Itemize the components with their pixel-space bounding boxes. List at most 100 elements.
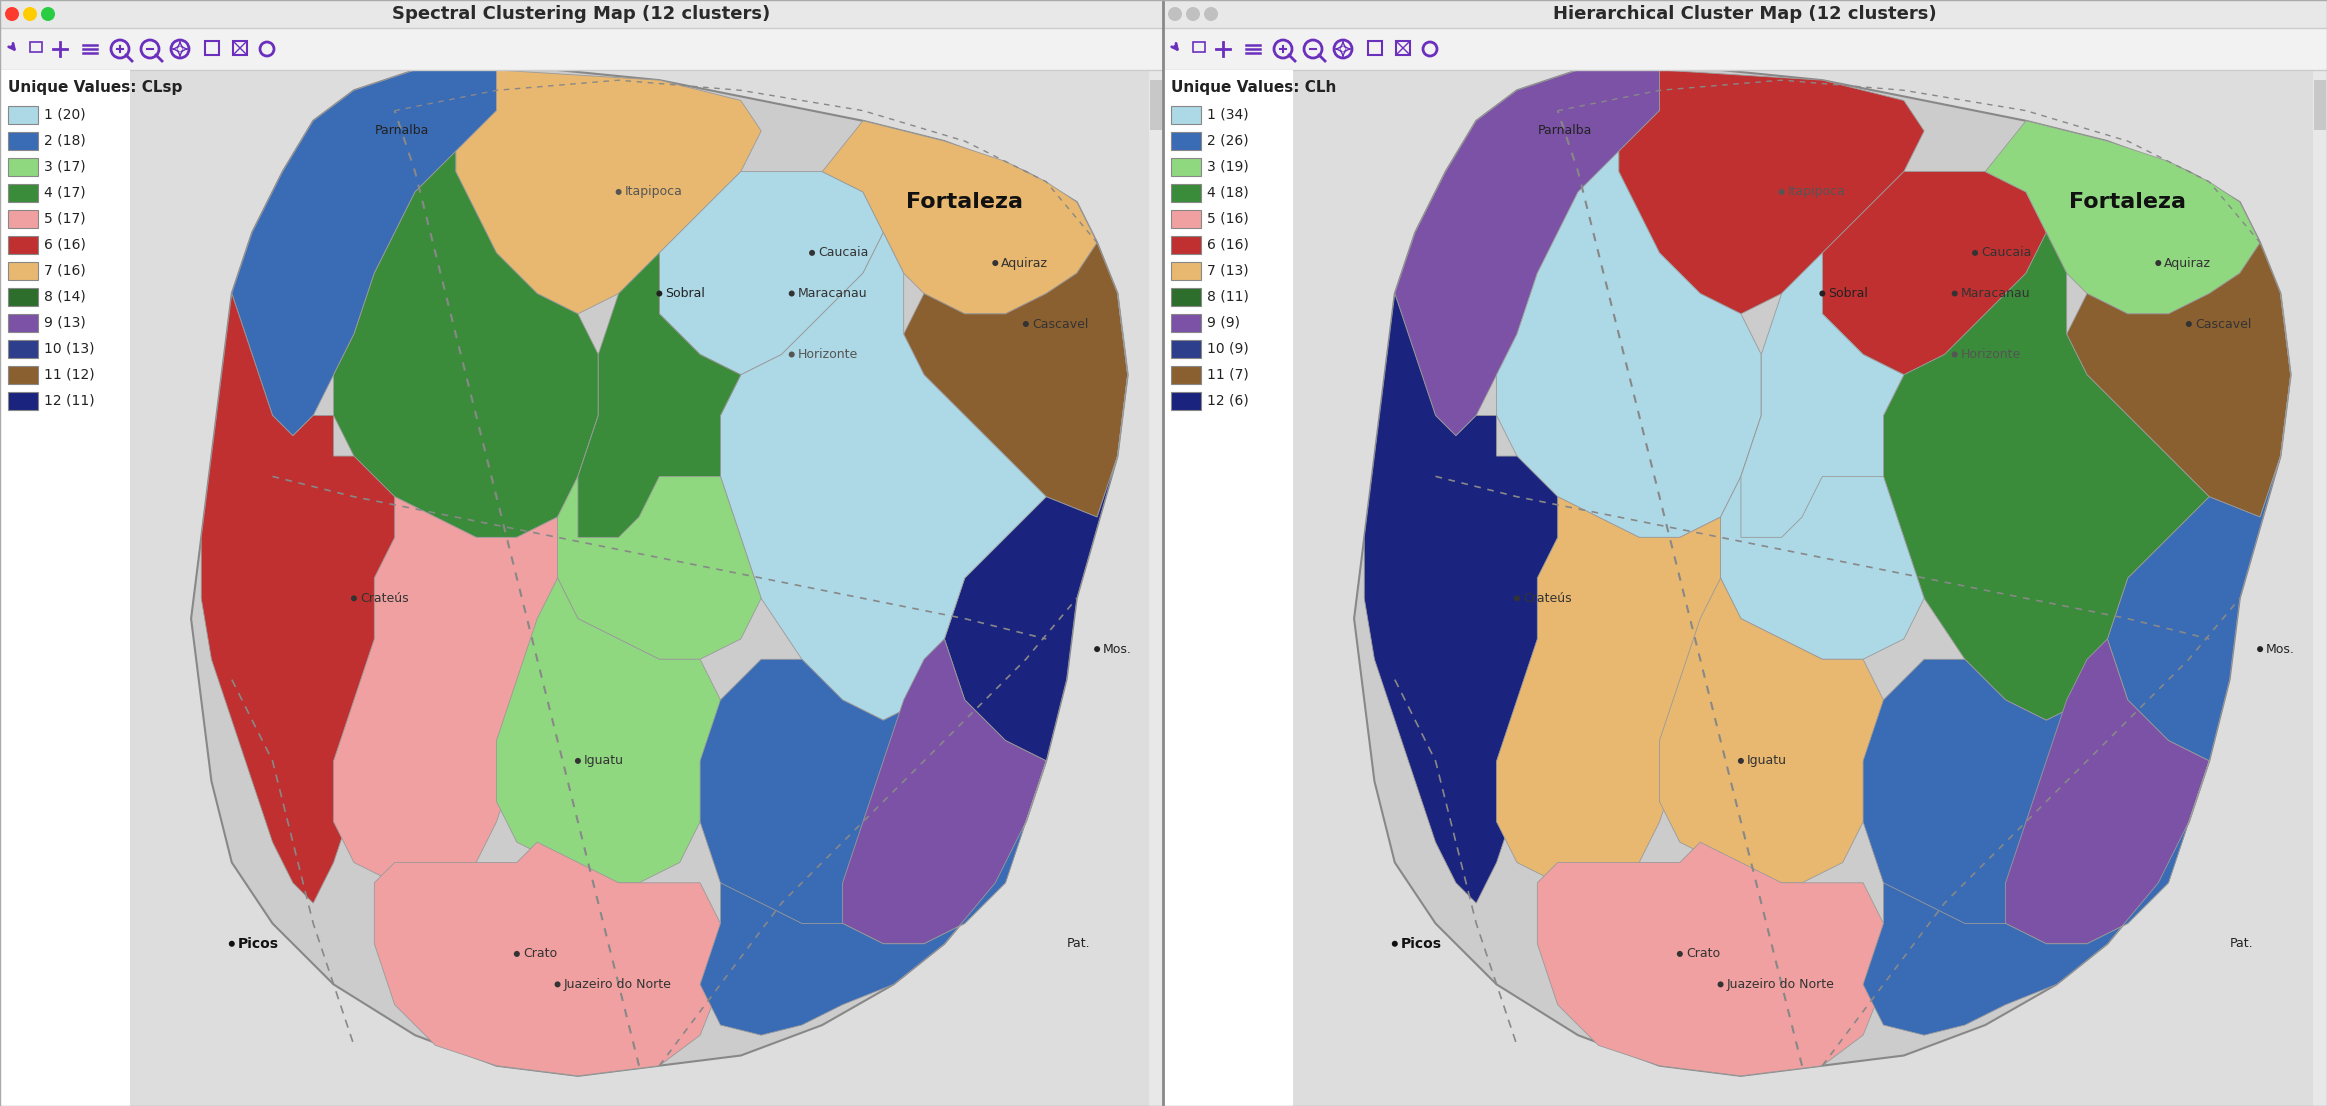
Bar (1170, 158, 1201, 176)
Circle shape (1971, 250, 1978, 255)
Circle shape (991, 260, 998, 267)
Polygon shape (2006, 639, 2208, 943)
Bar (1170, 106, 1201, 124)
Polygon shape (2066, 242, 2290, 517)
Circle shape (228, 941, 235, 947)
Text: Crato: Crato (524, 948, 556, 960)
Bar (7, 106, 37, 124)
Bar (130, 70, 1164, 1106)
Text: 8 (11): 8 (11) (1208, 290, 1250, 304)
Circle shape (2185, 321, 2192, 327)
Text: 4 (17): 4 (17) (44, 186, 86, 200)
Bar (7, 184, 37, 202)
Circle shape (1717, 981, 1724, 988)
Polygon shape (1864, 659, 2108, 943)
Text: Fortaleza: Fortaleza (2069, 192, 2187, 212)
Polygon shape (1620, 70, 1924, 314)
Circle shape (1820, 291, 1824, 296)
Bar (7, 288, 37, 306)
Bar (1170, 288, 1201, 306)
Text: Juazeiro do Norte: Juazeiro do Norte (563, 978, 673, 991)
Circle shape (1203, 7, 1217, 21)
Bar (0, 28, 1164, 70)
Text: Unique Values: CLsp: Unique Values: CLsp (7, 80, 182, 95)
Bar (0, 0, 1164, 28)
Circle shape (23, 7, 37, 21)
Text: 6 (16): 6 (16) (44, 238, 86, 252)
Circle shape (1952, 291, 1957, 296)
Text: Mos.: Mos. (2266, 643, 2294, 656)
Bar (1294, 70, 2327, 1106)
Polygon shape (903, 242, 1129, 517)
Polygon shape (1394, 70, 1659, 436)
Bar (1150, 70, 1164, 1106)
Circle shape (2257, 646, 2264, 653)
Text: 8 (14): 8 (14) (44, 290, 86, 304)
Polygon shape (333, 497, 558, 883)
Text: Horizonte: Horizonte (1962, 348, 2020, 361)
Polygon shape (233, 70, 496, 436)
Text: Mos.: Mos. (1103, 643, 1131, 656)
Bar (1170, 340, 1201, 358)
Circle shape (2155, 260, 2162, 267)
Bar (1170, 210, 1201, 228)
Circle shape (5, 7, 19, 21)
Polygon shape (191, 70, 1129, 1076)
Text: 2 (26): 2 (26) (1208, 134, 1250, 148)
Text: Sobral: Sobral (666, 288, 705, 300)
Circle shape (351, 595, 356, 602)
Text: 11 (7): 11 (7) (1208, 368, 1250, 382)
Text: 10 (9): 10 (9) (1208, 342, 1250, 356)
Text: Aquiraz: Aquiraz (2164, 257, 2211, 270)
Text: 11 (12): 11 (12) (44, 368, 95, 382)
Circle shape (554, 981, 561, 988)
Bar (7, 366, 37, 384)
Text: Caucaia: Caucaia (819, 247, 868, 260)
Polygon shape (1496, 152, 1762, 538)
Circle shape (1778, 189, 1785, 195)
Bar (1164, 28, 2327, 70)
Circle shape (42, 7, 56, 21)
Polygon shape (333, 152, 598, 538)
Polygon shape (2108, 293, 2290, 761)
Text: Cascavel: Cascavel (2194, 317, 2250, 331)
Text: 12 (11): 12 (11) (44, 394, 95, 408)
Bar (1170, 236, 1201, 254)
Text: Iguatu: Iguatu (1748, 754, 1787, 768)
Polygon shape (1496, 497, 1720, 883)
Polygon shape (659, 171, 884, 375)
Text: 3 (19): 3 (19) (1208, 160, 1250, 174)
Bar (1368, 41, 1382, 55)
Bar (1170, 366, 1201, 384)
Polygon shape (1354, 70, 2290, 1076)
Circle shape (656, 291, 663, 296)
Text: 6 (16): 6 (16) (1208, 238, 1250, 252)
Polygon shape (1883, 232, 2208, 720)
Polygon shape (1741, 253, 1903, 538)
Polygon shape (821, 121, 1096, 314)
Bar (7, 236, 37, 254)
Bar (1170, 392, 1201, 410)
Text: Spectral Clustering Map (12 clusters): Spectral Clustering Map (12 clusters) (393, 6, 770, 23)
Circle shape (1024, 321, 1029, 327)
Text: Fortaleza: Fortaleza (905, 192, 1024, 212)
Bar (1164, 70, 2327, 1106)
Circle shape (1187, 7, 1201, 21)
Circle shape (1738, 758, 1743, 764)
Bar (1164, 0, 2327, 28)
Text: Unique Values: CLh: Unique Values: CLh (1170, 80, 1336, 95)
Polygon shape (721, 232, 1047, 720)
Polygon shape (700, 761, 1047, 1035)
Bar (7, 314, 37, 332)
Text: 5 (17): 5 (17) (44, 212, 86, 226)
Circle shape (789, 291, 796, 296)
Text: 3 (17): 3 (17) (44, 160, 86, 174)
Polygon shape (375, 842, 721, 1076)
Bar (1170, 314, 1201, 332)
Bar (0, 70, 130, 1106)
Text: Itapipoca: Itapipoca (1787, 186, 1845, 198)
Text: Crateús: Crateús (1522, 592, 1571, 605)
Bar (7, 262, 37, 280)
Text: Picos: Picos (1401, 937, 1443, 951)
Polygon shape (200, 293, 414, 904)
